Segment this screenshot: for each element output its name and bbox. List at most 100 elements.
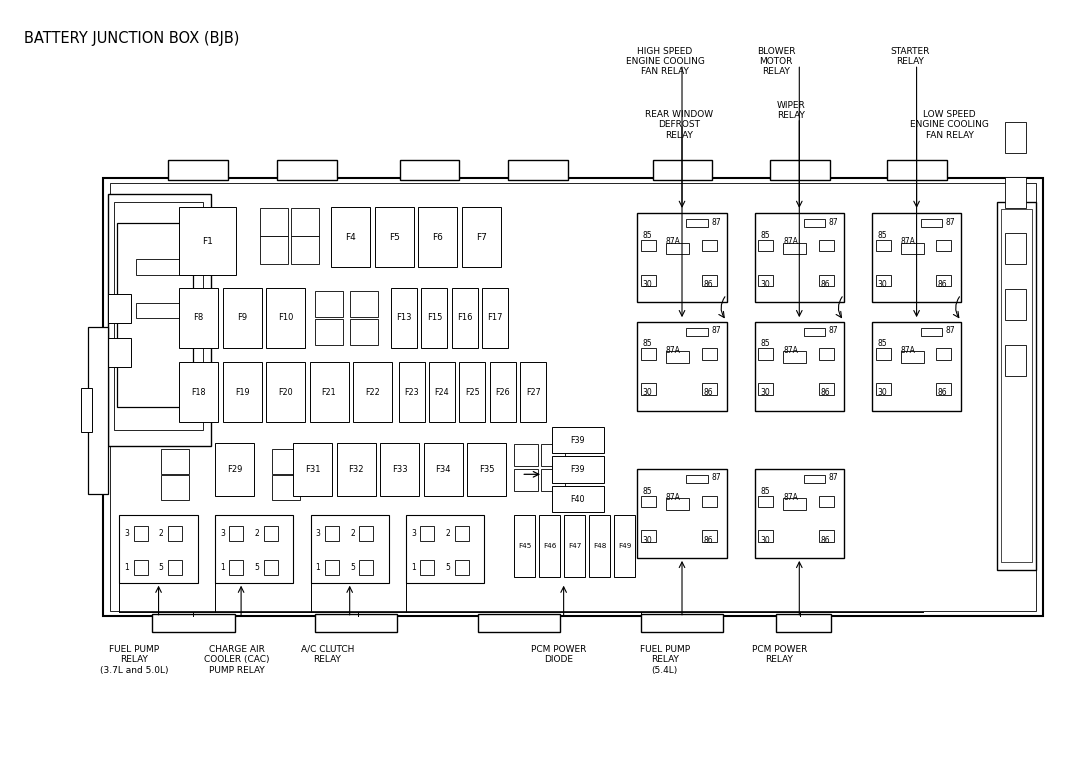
- Text: F33: F33: [392, 465, 407, 474]
- Text: FUEL PUMP
RELAY
(5.4L): FUEL PUMP RELAY (5.4L): [640, 645, 690, 674]
- Bar: [936, 383, 951, 394]
- Bar: [514, 469, 538, 491]
- Text: 30: 30: [643, 280, 653, 289]
- Bar: [478, 614, 560, 632]
- Bar: [418, 207, 457, 267]
- Bar: [459, 362, 485, 422]
- Bar: [421, 288, 447, 348]
- Text: 85: 85: [760, 339, 770, 349]
- Bar: [514, 444, 538, 466]
- Text: 5: 5: [350, 563, 355, 572]
- Text: F39: F39: [570, 436, 585, 445]
- Bar: [552, 486, 604, 512]
- Text: BLOWER
MOTOR
RELAY: BLOWER MOTOR RELAY: [757, 46, 795, 76]
- Text: 85: 85: [877, 339, 887, 349]
- Bar: [311, 515, 389, 583]
- Text: 3: 3: [412, 529, 416, 538]
- Text: 87A: 87A: [900, 237, 915, 246]
- Bar: [375, 207, 414, 267]
- Text: 1: 1: [316, 563, 320, 572]
- Bar: [514, 515, 535, 577]
- Bar: [641, 349, 656, 360]
- Text: F25: F25: [465, 388, 480, 397]
- Text: 5: 5: [159, 563, 164, 572]
- Text: 3: 3: [316, 529, 320, 538]
- Bar: [350, 319, 378, 345]
- Text: FUEL PUMP
RELAY
(3.7L and 5.0L): FUEL PUMP RELAY (3.7L and 5.0L): [100, 645, 168, 674]
- Bar: [702, 349, 717, 360]
- Text: 1: 1: [220, 563, 225, 572]
- Text: F40: F40: [570, 494, 585, 504]
- Bar: [179, 207, 236, 275]
- Text: F49: F49: [618, 543, 631, 549]
- Bar: [819, 383, 834, 394]
- Text: 30: 30: [643, 388, 653, 398]
- Bar: [819, 349, 834, 360]
- Bar: [420, 560, 434, 575]
- Text: 86: 86: [704, 388, 714, 398]
- Text: 86: 86: [704, 536, 714, 545]
- Text: F19: F19: [235, 388, 250, 397]
- Bar: [666, 498, 690, 510]
- Text: 2: 2: [350, 529, 355, 538]
- Text: 30: 30: [760, 388, 770, 398]
- Bar: [804, 328, 825, 336]
- Bar: [552, 456, 604, 483]
- Text: 87A: 87A: [783, 237, 798, 246]
- Text: 85: 85: [760, 487, 770, 496]
- Bar: [490, 362, 516, 422]
- Bar: [215, 443, 254, 496]
- Bar: [758, 496, 773, 507]
- Text: 2: 2: [159, 529, 164, 538]
- Text: F27: F27: [526, 388, 541, 397]
- Text: F1: F1: [202, 236, 213, 246]
- Bar: [641, 383, 656, 394]
- Text: 87: 87: [711, 326, 721, 335]
- Bar: [666, 351, 690, 363]
- Bar: [900, 351, 924, 363]
- Bar: [686, 475, 708, 483]
- Text: PCM POWER
DIODE: PCM POWER DIODE: [531, 645, 586, 664]
- Text: 1: 1: [412, 563, 416, 572]
- Text: F32: F32: [349, 465, 364, 474]
- Bar: [819, 530, 834, 542]
- Bar: [108, 194, 211, 446]
- Bar: [653, 160, 712, 180]
- Text: F20: F20: [278, 388, 293, 397]
- Bar: [758, 530, 773, 542]
- Text: 87A: 87A: [666, 237, 681, 246]
- Bar: [260, 236, 288, 264]
- Bar: [686, 328, 708, 336]
- Bar: [293, 443, 332, 496]
- Bar: [168, 560, 182, 575]
- Text: LOW SPEED
ENGINE COOLING
FAN RELAY: LOW SPEED ENGINE COOLING FAN RELAY: [910, 110, 989, 140]
- Bar: [420, 526, 434, 541]
- Text: F17: F17: [488, 313, 503, 322]
- Bar: [406, 515, 484, 583]
- Bar: [114, 202, 203, 430]
- Text: F39: F39: [570, 465, 585, 474]
- Bar: [520, 362, 546, 422]
- Bar: [136, 303, 195, 319]
- Text: PCM POWER
RELAY: PCM POWER RELAY: [752, 645, 807, 664]
- Bar: [81, 388, 92, 432]
- Bar: [637, 322, 727, 411]
- Text: 2: 2: [254, 529, 260, 538]
- Text: 87: 87: [711, 218, 721, 226]
- Bar: [1005, 345, 1026, 376]
- Bar: [1001, 209, 1032, 562]
- Bar: [819, 274, 834, 286]
- Bar: [482, 288, 508, 348]
- Text: F8: F8: [193, 313, 204, 322]
- Bar: [921, 219, 943, 227]
- Text: F22: F22: [365, 388, 380, 397]
- Bar: [755, 322, 844, 411]
- Bar: [900, 243, 924, 254]
- Text: STARTER
RELAY: STARTER RELAY: [891, 46, 930, 66]
- Bar: [770, 160, 830, 180]
- Text: 86: 86: [821, 536, 831, 545]
- Bar: [359, 560, 374, 575]
- Text: 87: 87: [946, 326, 956, 335]
- Text: 87: 87: [829, 326, 838, 335]
- Bar: [637, 469, 727, 558]
